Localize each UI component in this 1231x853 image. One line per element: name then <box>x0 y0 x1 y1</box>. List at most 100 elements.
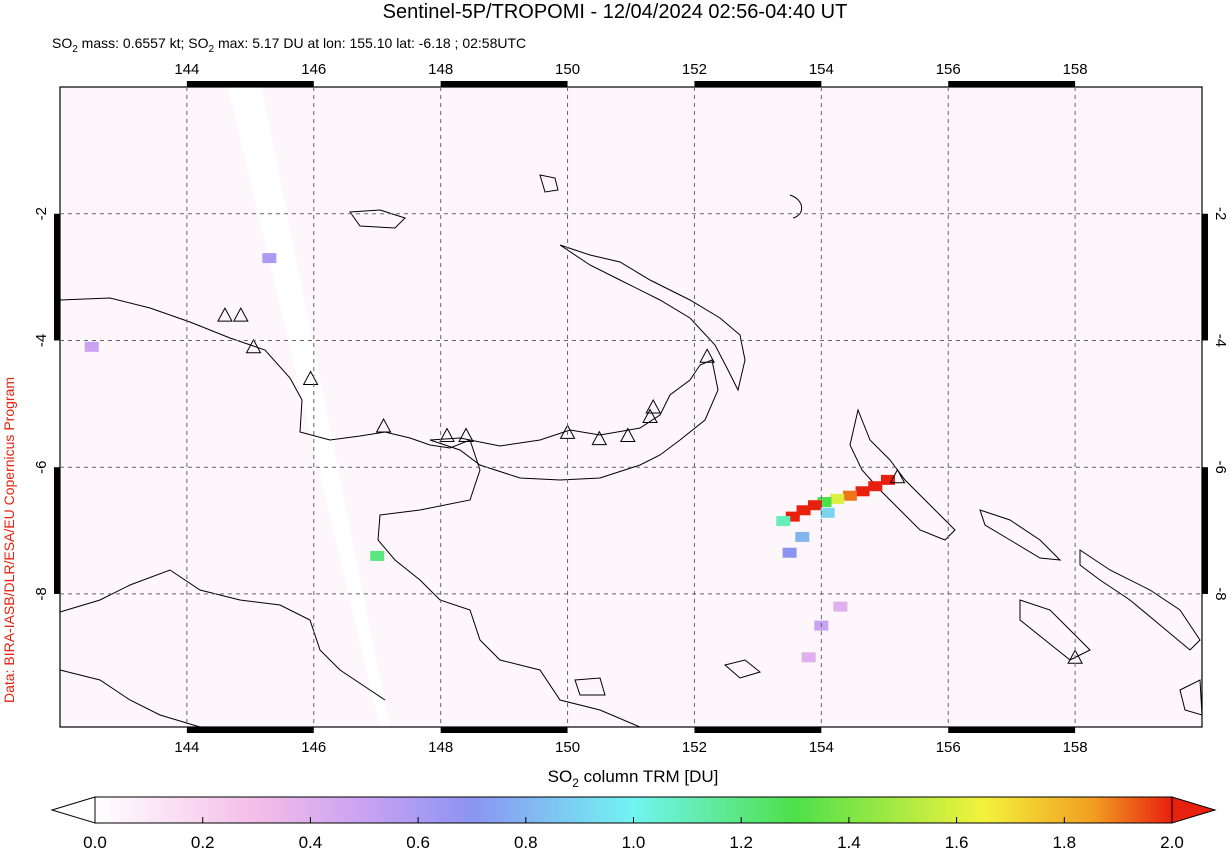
volcano-marker <box>619 427 636 443</box>
so2-pixel <box>868 481 883 492</box>
colorbar-label-part: 2 <box>572 776 579 790</box>
x-tick-label-bottom: 158 <box>1063 739 1088 756</box>
colorbar-low-extend <box>50 796 96 824</box>
map-background <box>60 87 1202 727</box>
coastline <box>849 408 956 541</box>
y-tick-label-left: -4 <box>33 334 50 347</box>
credit: Data: BIRA-IASB/DLR/ESA/EU Copernicus Pr… <box>1 377 17 703</box>
y-tick-label-right: -2 <box>1212 207 1229 220</box>
so2-pixel <box>84 341 99 352</box>
title: Sentinel-5P/TROPOMI - 12/04/2024 02:56-0… <box>383 1 848 23</box>
frame-bar <box>948 727 1076 733</box>
subtitle-part: max: 5.17 DU at lon: 155.10 lat: -6.18 ;… <box>214 35 526 51</box>
frame-bar <box>54 467 60 594</box>
x-tick-label-bottom: 148 <box>428 739 453 756</box>
coastline <box>979 509 1062 561</box>
coastline <box>59 569 386 701</box>
volcano-marker <box>458 427 474 443</box>
y-tick-label-right: -6 <box>1212 461 1229 474</box>
volcano-marker <box>439 427 455 443</box>
x-tick-label-bottom: 154 <box>809 739 834 756</box>
so2-pixel <box>795 531 810 542</box>
so2-pixel <box>782 547 797 558</box>
frame-bar <box>694 81 822 87</box>
volcano-marker <box>591 430 608 446</box>
volcano-marker <box>559 424 576 439</box>
x-tick-label-top: 158 <box>1063 61 1088 78</box>
coastline <box>59 669 201 728</box>
x-tick-label-top: 150 <box>555 61 580 78</box>
colorbar-tick-label: 1.4 <box>837 833 861 852</box>
x-tick-label-top: 146 <box>301 61 326 78</box>
colorbar-label-part: column TRM [DU] <box>579 767 719 786</box>
colorbar-tick-label: 0.4 <box>299 833 323 852</box>
volcano-marker <box>375 417 392 433</box>
colorbar-label: SO2 column TRM [DU] <box>548 767 719 790</box>
x-tick-label-bottom: 152 <box>682 739 707 756</box>
so2-pixel <box>370 550 385 561</box>
x-tick-label-top: 148 <box>428 61 453 78</box>
y-tick-label-right: -8 <box>1212 587 1229 600</box>
colorbar-tick-label: 1.0 <box>622 833 646 852</box>
frame-bar <box>694 727 822 733</box>
colorbar-tick-label: 0.8 <box>514 833 538 852</box>
volcano-marker <box>245 338 262 354</box>
y-tick-label-left: -2 <box>33 207 50 220</box>
x-tick-label-top: 154 <box>809 61 834 78</box>
so2-pixel <box>830 493 845 504</box>
colorbar-tick-label: 1.8 <box>1052 833 1076 852</box>
colorbar-tick-label: 1.2 <box>729 833 753 852</box>
so2-pixel <box>820 507 835 518</box>
map-area <box>60 87 1202 727</box>
x-tick-label-bottom: 150 <box>555 739 580 756</box>
subtitle-part: 2 <box>72 44 78 55</box>
so2-pixel <box>796 505 811 516</box>
colorbar-tick-label: 0.2 <box>191 833 215 852</box>
x-tick-label-bottom: 144 <box>174 739 199 756</box>
subtitle-part: SO <box>52 35 72 51</box>
y-tick-label-left: -6 <box>33 461 50 474</box>
so2-pixel <box>262 253 277 264</box>
coastlines <box>59 87 1203 728</box>
volcano-marker <box>642 408 658 424</box>
so2-pixel <box>801 652 816 663</box>
x-tick-label-bottom: 146 <box>301 739 326 756</box>
orbit-gap <box>228 87 390 727</box>
so2-pixel <box>807 500 822 511</box>
map-frame <box>59 86 1203 728</box>
coastline <box>1079 549 1201 651</box>
subtitle-part: 2 <box>209 44 215 55</box>
subtitle: SO2 mass: 0.6557 kt; SO2 max: 5.17 DU at… <box>52 35 526 55</box>
colorbar-tick-label: 0.0 <box>83 833 107 852</box>
so2-pixel <box>785 511 800 522</box>
so2-pixel <box>855 486 870 497</box>
frame-bar <box>948 81 1076 87</box>
x-tick-label-top: 152 <box>682 61 707 78</box>
volcano-marker <box>645 398 662 414</box>
frame-bar <box>186 727 314 733</box>
so2-pixel <box>833 601 848 612</box>
coastline <box>349 174 1203 716</box>
x-tick-label-top: 144 <box>174 61 199 78</box>
frame-bar <box>440 727 568 733</box>
colorbar-tick-label: 1.6 <box>945 833 969 852</box>
frame-bar <box>440 81 568 87</box>
frame-bar <box>1202 467 1208 594</box>
y-tick-label-left: -8 <box>33 587 50 600</box>
frame-bar <box>186 81 314 87</box>
x-tick-label-top: 156 <box>936 61 961 78</box>
subtitle-part: mass: 0.6557 kt; SO <box>78 35 209 51</box>
frame-bar <box>54 213 60 341</box>
frame-bar <box>1202 213 1208 341</box>
so2-pixel <box>776 516 791 527</box>
volcano-marker <box>217 307 233 322</box>
volcano-marker <box>889 468 906 484</box>
so2-pixel <box>842 490 857 501</box>
colorbar-tick-label: 2.0 <box>1160 833 1184 852</box>
volcano-marker <box>699 348 715 363</box>
coastline <box>429 359 719 481</box>
so2-pixel <box>817 497 832 508</box>
x-tick-label-bottom: 156 <box>936 739 961 756</box>
